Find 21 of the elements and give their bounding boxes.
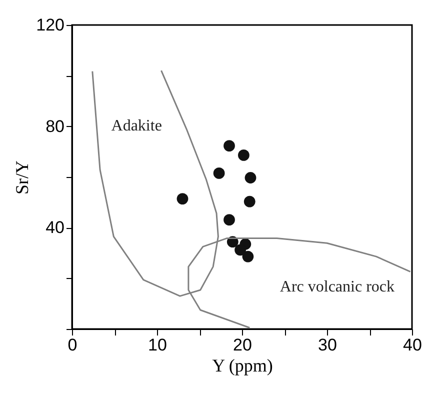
- y-tick-label: 120: [36, 16, 64, 34]
- x-tick-label: 0: [68, 336, 78, 354]
- y-tick-label: 80: [46, 116, 64, 136]
- point: [238, 150, 250, 161]
- annotation: Arc volcanic rock: [280, 278, 395, 296]
- x-tick-label: 40: [403, 336, 422, 354]
- y-axis-title: Sr/Y: [12, 160, 32, 195]
- point: [244, 172, 256, 184]
- point: [242, 250, 254, 262]
- point: [224, 214, 235, 226]
- point: [213, 168, 225, 179]
- x-tick-label: 30: [318, 336, 337, 354]
- x-tick-label: 10: [148, 336, 167, 354]
- point: [244, 196, 256, 208]
- point: [234, 244, 246, 256]
- point: [224, 140, 235, 152]
- x-axis-title: Y (ppm): [212, 356, 273, 376]
- annotation: Adakite: [111, 117, 162, 134]
- y-tick-label: 40: [46, 218, 64, 238]
- point: [176, 193, 188, 204]
- x-tick-label: 20: [233, 336, 252, 354]
